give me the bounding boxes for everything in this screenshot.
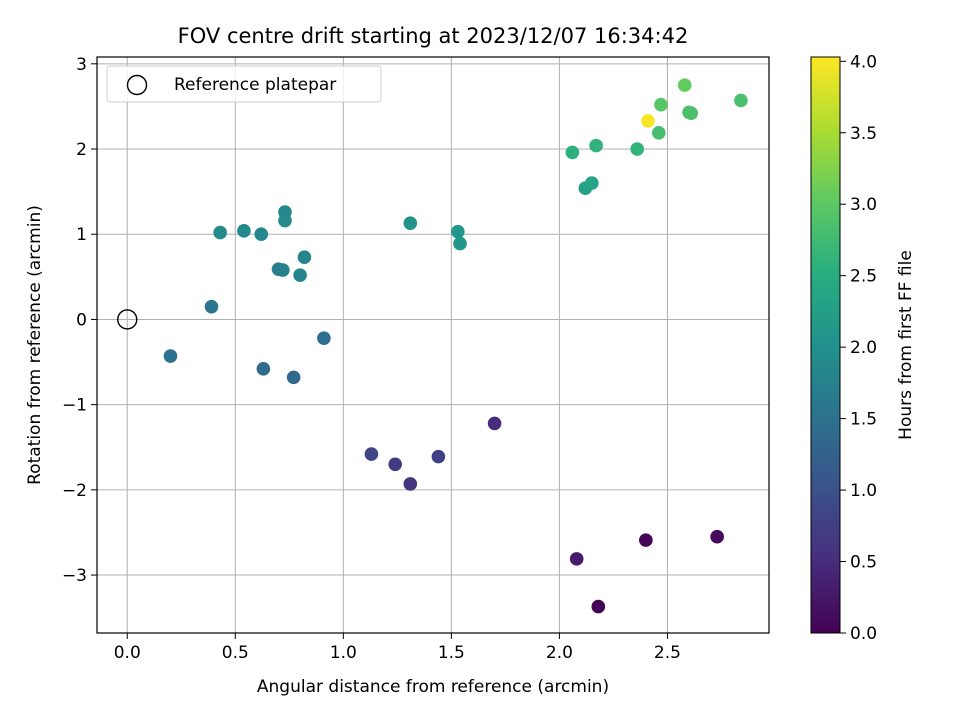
- colorbar: 0.0 0.5 1.0 1.5 2.0 2.5 3.0 3.5 4.0 Hours from f…: [810, 52, 916, 644]
- data-point: [317, 331, 331, 345]
- data-point: [589, 138, 603, 153]
- colorbar-tick-label: 3.0: [850, 195, 877, 215]
- data-point: [254, 227, 269, 242]
- y-tick-label: −3: [62, 566, 87, 586]
- data-point: [297, 250, 312, 265]
- data-point: [293, 268, 307, 282]
- x-tick-label: 1.5: [438, 643, 465, 663]
- data-point: [654, 97, 668, 112]
- reference-marker-group: [117, 309, 138, 330]
- colorbar-tick-label: 2.5: [850, 267, 877, 287]
- reference-platepar-marker: [117, 309, 138, 330]
- y-axis-label: Rotation from reference (arcmin): [25, 205, 45, 485]
- data-point: [569, 552, 584, 566]
- data-point: [682, 105, 696, 120]
- data-point: [237, 224, 251, 238]
- colorbar-tick-label: 3.5: [850, 124, 877, 144]
- data-point: [431, 449, 446, 464]
- data-point: [630, 142, 644, 156]
- y-tick-label: −1: [62, 396, 87, 416]
- data-points: [163, 78, 748, 614]
- data-point: [403, 216, 418, 230]
- legend: Reference platepar: [106, 65, 382, 103]
- data-point: [710, 529, 724, 544]
- y-tick-label: 1: [76, 225, 87, 245]
- chart-title: FOV centre drift starting at 2023/12/07 …: [178, 24, 689, 48]
- data-point: [677, 78, 692, 92]
- y-tick-label: −2: [62, 481, 87, 501]
- y-tick-label: 0: [76, 310, 87, 330]
- colorbar-tick-label: 4.0: [850, 52, 877, 72]
- x-tick-label: 0.5: [222, 643, 249, 663]
- data-point: [388, 457, 402, 472]
- legend-box: [106, 65, 382, 103]
- x-tick-label: 2.0: [546, 643, 573, 663]
- data-point: [565, 145, 580, 160]
- data-point: [652, 126, 666, 140]
- colorbar-tick-label: 1.0: [850, 481, 877, 501]
- y-tick-label: 3: [76, 55, 87, 75]
- data-point: [286, 370, 301, 385]
- colorbar-tick-label: 0.5: [850, 553, 877, 573]
- colorbar-tick-label: 0.0: [850, 624, 877, 644]
- colorbar-label: Hours from first FF file: [896, 250, 916, 440]
- colorbar-tick-label: 1.5: [850, 410, 877, 430]
- data-point: [451, 224, 465, 239]
- plot-frame: [96, 56, 770, 634]
- data-point: [585, 176, 599, 190]
- x-axis-ticks: 0.0 0.5 1.0 1.5 2.0 2.5: [114, 633, 681, 663]
- data-point: [453, 236, 467, 251]
- data-point: [163, 349, 178, 363]
- colorbar-ticks: 0.0 0.5 1.0 1.5 2.0 2.5 3.0 3.5 4.0: [840, 52, 877, 644]
- colorbar-tick-label: 2.0: [850, 338, 877, 358]
- data-point: [403, 477, 418, 491]
- colorbar-gradient: [810, 56, 841, 634]
- data-point: [278, 213, 292, 228]
- data-point: [204, 299, 219, 314]
- legend-open-circle-icon: [126, 74, 148, 96]
- data-point: [256, 362, 271, 376]
- x-tick-label: 1.0: [330, 643, 357, 663]
- x-tick-label: 2.5: [654, 643, 681, 663]
- y-axis-ticks: −3 −2 −1 0 1 2 3: [62, 55, 97, 586]
- grid-lines: [97, 57, 769, 633]
- data-point: [734, 93, 748, 108]
- data-point: [591, 599, 606, 614]
- data-point: [364, 447, 379, 461]
- data-point: [487, 416, 502, 431]
- data-point: [276, 263, 290, 277]
- y-tick-label: 2: [76, 140, 87, 160]
- x-axis-label: Angular distance from reference (arcmin): [257, 677, 609, 697]
- data-point: [641, 114, 655, 128]
- x-tick-label: 0.0: [114, 643, 141, 663]
- legend-entry-label: Reference platepar: [174, 75, 336, 95]
- data-point: [639, 533, 653, 547]
- data-point: [213, 225, 227, 240]
